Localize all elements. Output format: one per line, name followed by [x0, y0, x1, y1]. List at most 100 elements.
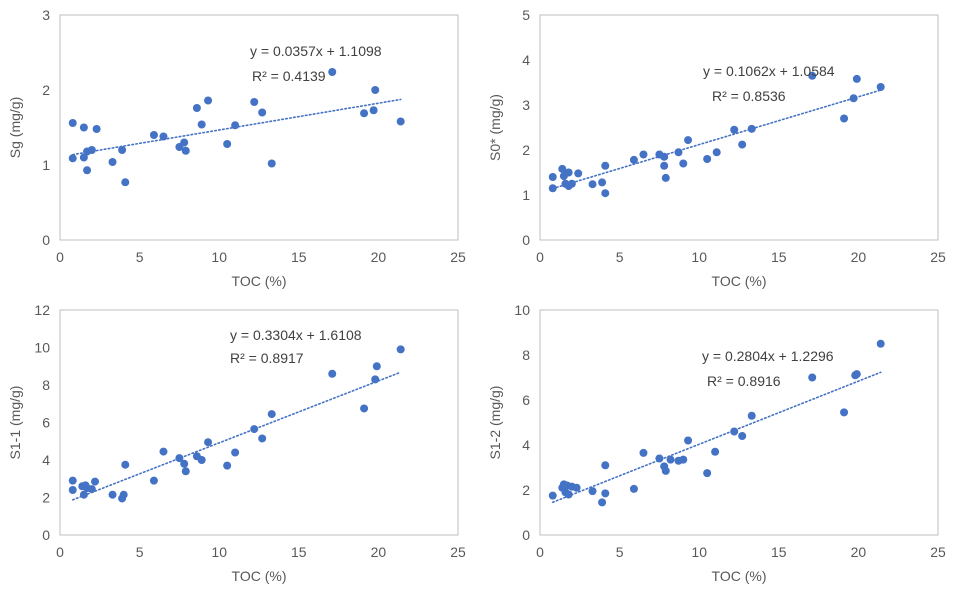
- y-tick-label: 4: [522, 52, 530, 68]
- data-point: [601, 161, 610, 170]
- y-tick-label: 8: [522, 347, 530, 363]
- chart-panel-s1-1: 0 2 4 6 8 10 12 0 5 10 15 20 25 TOC (%) S1-1 (mg/g) y =…: [0, 295, 480, 590]
- data-point: [91, 477, 100, 486]
- trendline-equation: y = 0.2804x + 1.2296: [702, 348, 834, 364]
- y-tick-label: 0: [522, 232, 530, 248]
- data-point: [68, 154, 77, 163]
- y-tick-label: 2: [42, 490, 50, 506]
- data-point: [231, 448, 240, 457]
- data-point: [601, 189, 610, 198]
- y-axis-title: Sg (mg/g): [7, 97, 23, 158]
- x-tick-label: 25: [450, 544, 466, 560]
- data-point: [655, 454, 664, 463]
- data-point: [396, 345, 405, 354]
- y-axis-title: S1-2 (mg/g): [487, 386, 503, 460]
- data-point: [574, 169, 583, 178]
- y-tick-label: 10: [514, 302, 530, 318]
- data-point: [258, 434, 267, 443]
- data-point: [79, 490, 88, 499]
- data-point: [328, 68, 337, 76]
- data-point: [181, 146, 190, 155]
- chart-s0-vs-toc: 0 1 2 3 4 5 0 5 10 15 20 25 TOC (%) S0* (mg/g) y = 0.1…: [487, 7, 946, 289]
- data-point: [197, 120, 206, 129]
- y-tick-label: 0: [522, 527, 530, 543]
- y-axis-title: S1-1 (mg/g): [7, 386, 23, 460]
- data-point: [149, 131, 158, 139]
- data-point: [629, 155, 638, 164]
- data-point: [68, 476, 77, 485]
- data-point: [588, 487, 597, 496]
- data-point: [684, 436, 693, 445]
- data-point: [192, 104, 201, 112]
- plot-area-border: [59, 309, 459, 536]
- data-point: [258, 108, 267, 117]
- data-point: [250, 98, 259, 106]
- y-tick-label: 2: [522, 142, 530, 158]
- x-tick-label: 15: [771, 544, 787, 560]
- data-point: [149, 476, 158, 485]
- x-tick-label: 20: [851, 249, 867, 265]
- chart-panel-sg: 0 1 2 3 0 5 10 15 20 25 TOC (%) Sg (mg/g) y = 0.0357…: [0, 0, 480, 295]
- y-tick-label: 4: [522, 437, 530, 453]
- x-tick-label: 25: [450, 249, 466, 265]
- x-tick-label: 0: [56, 249, 64, 265]
- data-point: [267, 410, 276, 419]
- data-point: [679, 159, 688, 168]
- data-point: [372, 362, 381, 371]
- data-point: [223, 140, 232, 148]
- x-tick-label: 5: [616, 249, 624, 265]
- data-point: [808, 71, 817, 80]
- data-point: [68, 119, 77, 127]
- data-point: [703, 155, 712, 163]
- data-point: [223, 461, 232, 470]
- data-point: [598, 178, 607, 187]
- trendline-equation: y = 0.0357x + 1.1098: [250, 43, 382, 59]
- x-tick-label: 20: [371, 544, 387, 560]
- x-tick-label: 20: [371, 249, 387, 265]
- data-point: [204, 96, 213, 105]
- data-point: [87, 485, 96, 494]
- y-tick-label: 4: [42, 452, 50, 468]
- data-point: [598, 498, 607, 507]
- x-axis-title: TOC (%): [712, 568, 767, 584]
- trendline: [551, 89, 882, 190]
- y-tick-label: 2: [42, 82, 50, 98]
- chart-s1-1-vs-toc: 0 2 4 6 8 10 12 0 5 10 15 20 25 TOC (%) S1-1 (mg/g) y =…: [7, 302, 466, 584]
- data-point: [840, 114, 849, 123]
- r-squared-label: R² = 0.8917: [230, 350, 304, 366]
- data-point: [180, 138, 189, 147]
- y-tick-label: 3: [522, 97, 530, 113]
- data-point: [92, 125, 101, 133]
- data-point: [371, 86, 380, 94]
- chart-panel-s1-2: 0 2 4 6 8 10 0 5 10 15 20 25 TOC (%) S1-2 (mg/g) y = 0…: [480, 295, 960, 590]
- data-point: [360, 404, 369, 413]
- data-point: [371, 375, 380, 384]
- data-point: [684, 136, 693, 145]
- data-point: [660, 152, 669, 161]
- trendline-equation: y = 0.1062x + 1.0584: [703, 63, 835, 79]
- data-point: [564, 490, 573, 499]
- data-point: [119, 490, 128, 499]
- data-point: [121, 178, 130, 187]
- data-point: [572, 483, 581, 492]
- data-point: [747, 411, 756, 420]
- data-point: [267, 159, 276, 168]
- data-point: [79, 153, 88, 162]
- data-point: [121, 460, 130, 469]
- data-point: [840, 408, 849, 417]
- x-tick-label: 5: [616, 544, 624, 560]
- r-squared-label: R² = 0.8916: [707, 373, 781, 389]
- x-tick-label: 15: [291, 249, 307, 265]
- trendline: [71, 371, 402, 501]
- data-point: [661, 173, 670, 182]
- x-tick-label: 0: [536, 544, 544, 560]
- data-point: [79, 123, 88, 132]
- data-point: [588, 180, 597, 189]
- chart-panel-s0: 0 1 2 3 4 5 0 5 10 15 20 25 TOC (%) S0* (mg/g) y = 0.1…: [480, 0, 960, 295]
- data-point: [712, 148, 721, 157]
- data-point: [747, 124, 756, 133]
- data-point: [558, 164, 567, 173]
- data-point: [180, 459, 189, 468]
- x-axis-title: TOC (%): [232, 568, 287, 584]
- y-tick-label: 6: [522, 392, 530, 408]
